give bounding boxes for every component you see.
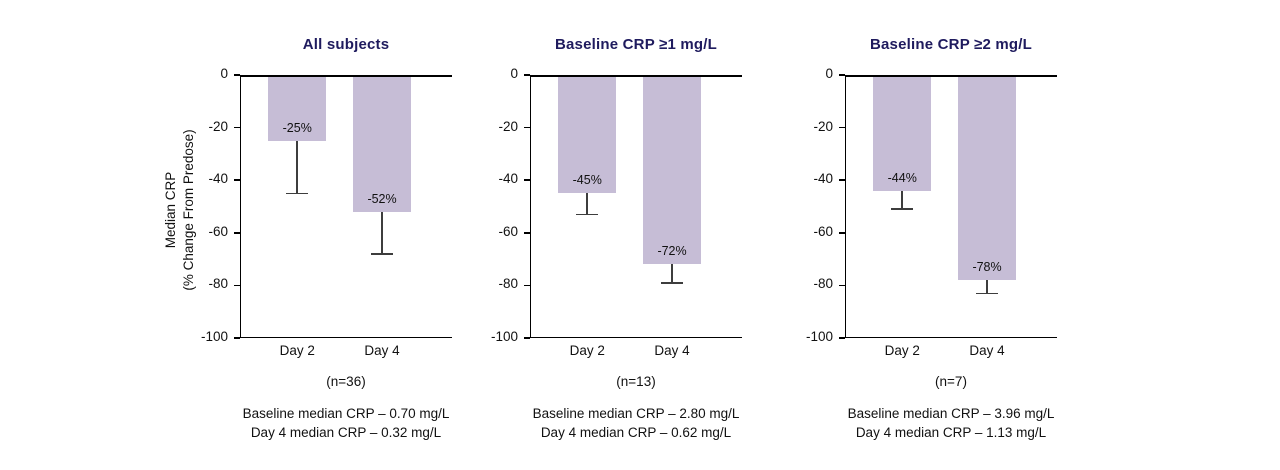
y-tick-label: -80 [813,276,833,292]
y-tick-label: -100 [200,329,228,344]
x-category-label: Day 4 [364,343,400,358]
footnote-line: Baseline median CRP – 0.70 mg/L [242,406,450,421]
bar [643,75,702,265]
x-category-label: Day 4 [969,343,1005,358]
footnote-line: Day 4 median CRP – 0.32 mg/L [250,425,442,440]
y-tick-mark [524,126,530,129]
y-tick-mark [234,232,240,234]
y-tick-mark [839,74,845,76]
bar-value-label: -52% [367,191,397,206]
y-tick-mark [234,284,240,287]
y-tick-mark [839,284,845,287]
error-whisker [901,190,903,210]
error-cap [371,253,394,255]
x-category-label: Day 4 [654,343,690,358]
error-cap [576,213,599,216]
error-whisker [671,264,673,283]
error-whisker [381,211,383,254]
chart-panel: All subjects -25% -52% 0 -20 -40 -60 -80 -100 Day… [201,0,452,470]
bar [958,75,1017,281]
x-category-label: Day 2 [884,343,920,358]
x-category-label: Day 2 [569,343,605,358]
y-tick-mark [234,126,240,129]
y-tick-mark [839,179,845,181]
y-axis-label-line1: Median CRP [163,171,178,249]
y-tick-label: -40 [208,171,228,187]
y-tick-label: -20 [208,118,228,134]
chart-panel: Baseline CRP ≥2 mg/L -44% -78% 0 -20 -40 -60 -8… [806,0,1057,470]
plot-frame [240,75,452,338]
y-tick-mark [839,232,845,234]
y-tick-label: -40 [813,171,833,187]
y-axis-label: Median CRP (% Change From Predose) [161,60,199,360]
footnote-line: Baseline median CRP – 3.96 mg/L [847,406,1055,421]
y-tick-mark [234,74,240,76]
y-tick-label: -80 [498,276,518,292]
y-tick-mark [524,232,530,234]
bar [268,75,327,141]
y-tick-label: -80 [208,276,228,292]
x-category-label: Day 2 [279,343,315,358]
bar-value-label: -72% [657,244,687,259]
footnote-line: Day 4 median CRP – 1.13 mg/L [855,425,1047,440]
y-tick-label: -60 [813,223,833,239]
error-whisker [986,280,988,294]
bar-value-label: -44% [887,170,917,185]
bar [353,75,412,212]
n-label: (n=36) [326,374,366,389]
plot-frame [530,75,742,338]
footnote-line: Baseline median CRP – 2.80 mg/L [532,406,740,421]
panel-title: All subjects [302,36,390,53]
y-tick-mark [524,284,530,287]
y-tick-label: -100 [805,329,833,344]
y-tick-label: -20 [498,118,518,134]
bar [558,75,617,194]
bar-value-label: -25% [282,120,312,135]
y-tick-label: -100 [490,329,518,344]
y-tick-mark [524,74,530,76]
footnote-line: Day 4 median CRP – 0.62 mg/L [540,425,732,440]
error-cap [891,208,914,210]
error-whisker [296,140,298,194]
y-tick-label: 0 [825,66,833,81]
y-tick-label: -60 [208,223,228,239]
bar [873,75,932,191]
panel-title: Baseline CRP ≥1 mg/L [554,36,717,53]
error-cap [661,282,684,284]
panel-title: Baseline CRP ≥2 mg/L [869,36,1032,53]
error-cap [976,292,999,295]
y-tick-label: 0 [510,66,518,81]
n-label: (n=7) [935,374,967,389]
n-label: (n=13) [616,374,656,389]
y-tick-mark [524,179,530,181]
y-tick-mark [839,337,845,339]
y-tick-mark [839,126,845,129]
y-tick-mark [524,337,530,339]
y-tick-mark [234,337,240,339]
y-tick-mark [234,179,240,181]
bar-value-label: -45% [572,173,602,188]
y-axis-label-line2: (% Change From Predose) [181,129,196,291]
plot-frame [845,75,1057,338]
bar-value-label: -78% [972,260,1002,275]
error-whisker [586,193,588,215]
y-tick-label: -20 [813,118,833,134]
y-tick-label: 0 [220,66,228,81]
y-tick-label: -60 [498,223,518,239]
chart-panel: Baseline CRP ≥1 mg/L -45% -72% 0 -20 -40 -60 -8… [491,0,742,470]
y-tick-label: -40 [498,171,518,187]
error-cap [286,192,309,195]
